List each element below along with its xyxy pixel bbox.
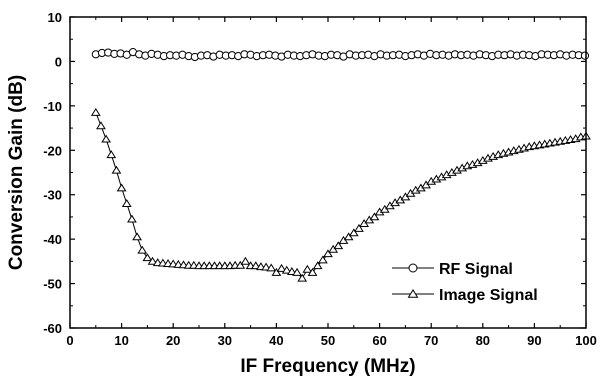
data-point-image-signal	[250, 261, 261, 270]
data-point-image-signal	[276, 263, 287, 272]
data-point-image-signal	[101, 134, 112, 143]
legend-label-image-signal: Image Signal	[439, 287, 538, 304]
axes: 0 10 20 30 40 50 60 70 80 90 100-60-50-40-30-20-10…	[43, 10, 597, 348]
legend: RF Signal Image Signal	[392, 261, 538, 304]
y-tick-label: -60	[43, 321, 62, 336]
data-point-image-signal	[240, 256, 251, 265]
legend-entry-image-signal: Image Signal	[392, 287, 538, 304]
data-point-image-signal	[121, 199, 132, 207]
y-axis-title: Conversion Gain (dB)	[6, 75, 27, 270]
data-point-image-signal	[261, 262, 271, 271]
data-point-image-signal	[369, 212, 380, 221]
plot-area-frame	[69, 16, 587, 329]
series-marks	[90, 47, 591, 282]
data-point-image-signal	[90, 107, 101, 116]
data-point-image-signal	[343, 232, 354, 241]
data-point-image-signal	[307, 267, 318, 276]
series-line-image-signal	[95, 112, 587, 280]
data-point-image-signal	[281, 265, 292, 274]
data-point-image-signal	[111, 165, 122, 174]
data-point-image-signal	[266, 263, 277, 272]
data-point-image-signal	[348, 228, 359, 237]
data-point-image-signal	[302, 264, 313, 273]
y-tick-label: -30	[43, 188, 62, 203]
x-tick-label: 50	[321, 333, 335, 348]
y-tick-label: -40	[43, 232, 62, 247]
y-tick-label: 0	[55, 54, 62, 69]
data-point-image-signal	[292, 267, 302, 276]
y-tick-label: -50	[43, 277, 62, 292]
legend-marker-triangle-icon	[407, 288, 419, 298]
x-tick-label: 0	[66, 333, 73, 348]
data-point-image-signal	[142, 253, 153, 262]
data-point-image-signal	[96, 121, 106, 130]
x-tick-label: 100	[575, 333, 597, 348]
x-tick-label: 80	[476, 333, 490, 348]
legend-label-rf-signal: RF Signal	[439, 261, 513, 278]
y-tick-label: 10	[48, 10, 62, 25]
x-tick-label: 70	[424, 333, 438, 348]
data-point-image-signal	[297, 273, 308, 282]
x-tick-label: 10	[114, 333, 128, 348]
x-tick-label: 20	[166, 333, 180, 348]
data-point-image-signal	[127, 214, 137, 223]
data-point-image-signal	[323, 249, 333, 258]
data-point-image-signal	[116, 183, 127, 192]
x-tick-label: 90	[527, 333, 541, 348]
y-tick-label: -10	[43, 99, 62, 114]
data-point-image-signal	[147, 256, 158, 265]
data-point-image-signal	[333, 241, 344, 250]
data-point-image-signal	[354, 223, 364, 232]
data-point-rf-signal	[580, 51, 590, 60]
data-point-image-signal	[106, 150, 117, 159]
data-point-image-signal	[235, 260, 246, 269]
data-point-image-signal	[271, 267, 282, 276]
data-point-image-signal	[312, 261, 323, 270]
data-point-image-signal	[132, 232, 142, 241]
x-tick-label: 60	[372, 333, 386, 348]
data-point-image-signal	[286, 267, 297, 275]
x-tick-label: 40	[269, 333, 283, 348]
legend-entry-rf-signal: RF Signal	[392, 261, 513, 278]
data-point-image-signal	[137, 245, 148, 254]
y-tick-label: -20	[43, 143, 62, 158]
data-point-image-signal	[317, 255, 328, 264]
x-axis-title: IF Frequency (MHz)	[240, 356, 415, 377]
x-tick-label: 30	[218, 333, 232, 348]
legend-marker-circle-icon	[408, 263, 418, 273]
